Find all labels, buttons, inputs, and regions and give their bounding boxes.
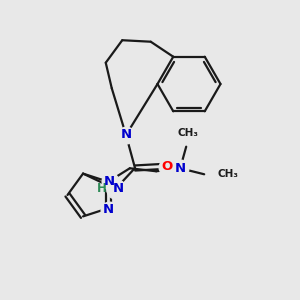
Text: N: N [104, 175, 115, 188]
Text: O: O [162, 160, 173, 173]
Text: CH₃: CH₃ [177, 128, 198, 138]
Text: N: N [103, 203, 114, 216]
Text: N: N [120, 128, 132, 142]
Text: CH₃: CH₃ [218, 169, 239, 179]
Text: H: H [97, 182, 106, 195]
Text: N: N [112, 182, 124, 195]
Text: N: N [175, 162, 186, 175]
